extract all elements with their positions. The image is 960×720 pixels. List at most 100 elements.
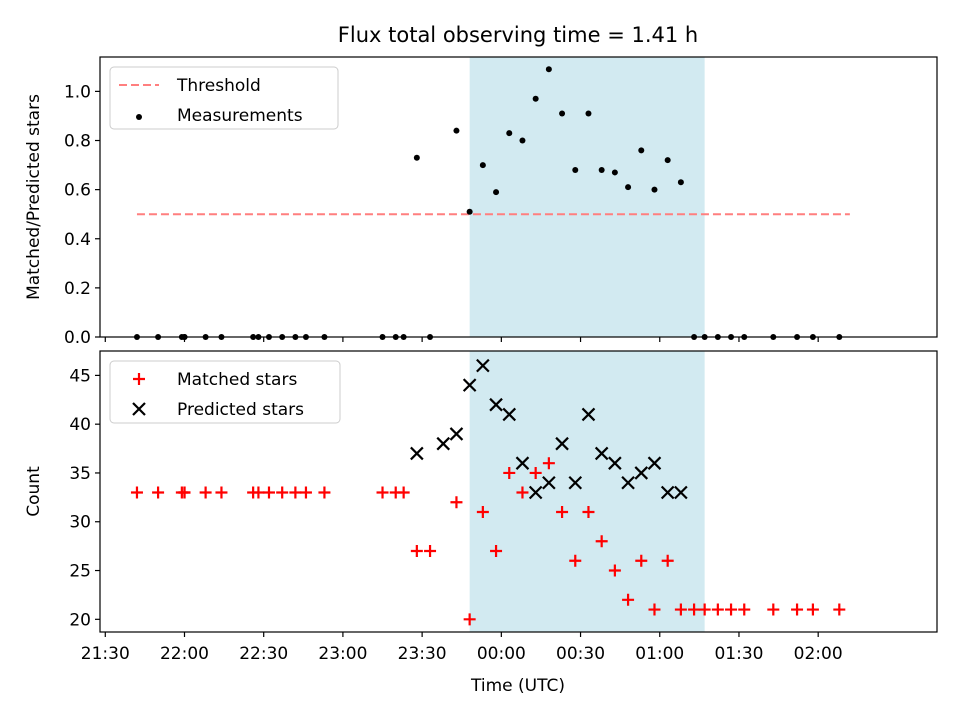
measurements-point: [559, 110, 566, 117]
matched-stars-point: [503, 466, 516, 479]
predicted-stars-point: [608, 456, 622, 470]
x-tick-label: 01:30: [714, 644, 763, 664]
y-tick-label: 0.4: [64, 230, 91, 250]
matched-stars-point: [767, 603, 780, 616]
matched-stars-point: [397, 486, 410, 499]
matched-stars-point: [252, 486, 265, 499]
legend-box: [109, 360, 341, 424]
matched-stars-point: [648, 603, 661, 616]
measurements-point: [625, 184, 632, 191]
matched-stars-point: [791, 603, 804, 616]
y-axis-label: Matched/Predicted stars: [24, 94, 44, 300]
matched-stars-point: [215, 486, 228, 499]
x-tick-label: 21:30: [81, 644, 130, 664]
matched-stars-point: [725, 603, 738, 616]
y-tick-label: 30: [69, 513, 91, 533]
matched-stars-point: [569, 554, 582, 567]
matched-stars-point: [542, 457, 555, 470]
predicted-stars-point: [660, 485, 675, 500]
highlight-band: [469, 57, 705, 337]
matched-stars-point: [152, 486, 165, 499]
predicted-stars-point: [634, 466, 649, 480]
matched-stars-point: [289, 486, 302, 499]
predicted-stars-point: [621, 475, 635, 490]
measurements-point: [479, 162, 486, 169]
y-tick-label: 0.2: [64, 279, 91, 299]
measurements-point: [506, 130, 513, 137]
y-tick-label: 45: [69, 366, 91, 386]
measurements-point: [519, 137, 526, 144]
y-tick-label: 40: [69, 415, 91, 435]
predicted-stars-point: [502, 407, 517, 422]
predicted-stars-point: [515, 456, 530, 470]
legend-label: Predicted stars: [177, 400, 304, 420]
predicted-stars-point: [489, 397, 503, 412]
matched-stars-point: [738, 603, 751, 616]
x-tick-label: 01:00: [635, 644, 684, 664]
matched-stars-point: [490, 545, 503, 558]
predicted-stars-point: [462, 378, 477, 392]
matched-stars-point: [276, 486, 289, 499]
y-tick-label: 20: [69, 610, 91, 630]
matched-stars-point: [833, 603, 846, 616]
legend-label: Matched stars: [177, 370, 297, 390]
predicted-stars-point: [410, 446, 424, 461]
predicted-stars-point: [568, 475, 583, 490]
matched-stars-point: [595, 535, 608, 548]
legend-box: [109, 66, 339, 130]
y-axis-label: Count: [24, 466, 44, 517]
measurements-point: [677, 179, 684, 186]
measurements-point: [413, 154, 420, 161]
matched-stars-point: [661, 554, 674, 567]
x-tick-label: 00:30: [556, 644, 605, 664]
predicted-stars-point: [647, 456, 662, 470]
x-tick-label: 23:00: [318, 644, 367, 664]
matched-stars-point: [262, 486, 275, 499]
predicted-stars-point: [436, 436, 451, 451]
measurements-point: [611, 169, 618, 176]
matched-stars-point: [711, 603, 724, 616]
matched-stars-point: [376, 486, 389, 499]
predicted-stars-point: [542, 475, 556, 490]
y-tick-label: 35: [69, 464, 91, 484]
legend-label: Measurements: [177, 106, 303, 126]
y-tick-label: 0.0: [64, 328, 91, 348]
matched-stars-point: [698, 603, 711, 616]
measurements-point: [453, 127, 460, 134]
matched-stars-point: [688, 603, 701, 616]
matched-stars-point: [178, 486, 191, 499]
matched-stars-point: [516, 486, 529, 499]
chart-title: Flux total observing time = 1.41 h: [338, 23, 698, 47]
measurements-point: [651, 186, 658, 193]
measurements-point: [572, 166, 579, 173]
measurements-point: [545, 66, 552, 73]
matched-stars-point: [582, 505, 595, 518]
predicted-stars-point: [594, 446, 609, 461]
matched-stars-point: [318, 486, 331, 499]
predicted-stars-point: [581, 407, 596, 422]
y-tick-label: 0.6: [64, 181, 91, 201]
predicted-stars-point: [674, 485, 688, 500]
x-tick-label: 22:00: [160, 644, 209, 664]
x-tick-label: 00:00: [477, 644, 526, 664]
matched-stars-point: [299, 486, 312, 499]
axes-frame: [99, 56, 938, 338]
matched-stars-point: [199, 486, 212, 499]
y-tick-label: 25: [69, 562, 91, 582]
legend-marker: [132, 402, 146, 416]
measurements-point: [598, 166, 605, 173]
axes-frame: [99, 350, 938, 633]
x-tick-label: 23:30: [398, 644, 447, 664]
measurements-point: [466, 208, 473, 215]
measurements-point: [585, 110, 592, 117]
x-tick-label: 02:00: [794, 644, 843, 664]
matched-stars-point: [424, 545, 437, 558]
matched-stars-point: [556, 505, 569, 518]
matched-stars-point: [674, 603, 687, 616]
measurements-point: [664, 157, 671, 164]
matched-stars-point: [410, 545, 423, 558]
matched-stars-point: [450, 496, 463, 509]
matched-stars-point: [622, 593, 635, 606]
y-tick-label: 0.8: [64, 132, 91, 152]
